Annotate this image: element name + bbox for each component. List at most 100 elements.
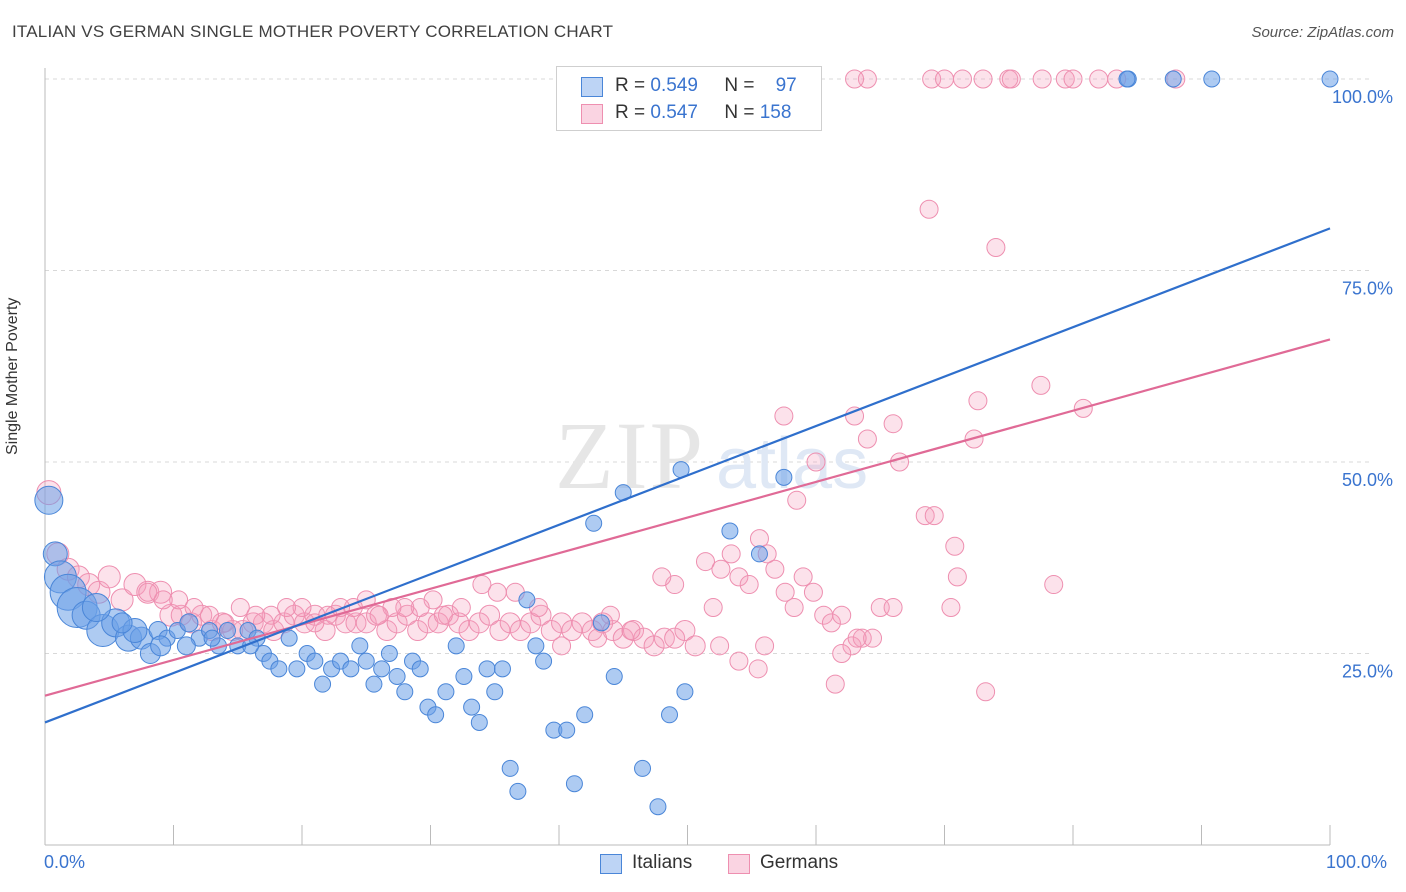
italians-point-80 <box>1118 70 1136 88</box>
germans-r-value: 0.547 <box>650 102 698 123</box>
germans-point-134 <box>246 605 266 625</box>
germans-point-98 <box>1031 375 1051 395</box>
italians-point-44 <box>437 683 455 701</box>
italians-trendline <box>44 227 1331 724</box>
italians-point-67 <box>661 706 679 724</box>
germans-point-72 <box>775 582 795 602</box>
germans-point-101 <box>976 682 996 702</box>
italians-point-28 <box>306 652 324 670</box>
germans-point-83 <box>883 598 903 618</box>
italians-point-65 <box>634 759 652 777</box>
germans-point-40 <box>458 620 480 642</box>
germans-point-65 <box>711 559 731 579</box>
italians-point-18 <box>218 622 236 640</box>
y-tick-label-0: 25.0% <box>1342 662 1393 682</box>
italians-point-86 <box>150 635 172 657</box>
germans-point-64 <box>703 598 723 618</box>
italians-r-label: R = <box>615 75 646 96</box>
italians-point-81 <box>1203 70 1221 88</box>
germans-point-113 <box>588 628 608 648</box>
italians-point-55 <box>527 637 545 655</box>
germans-point-58 <box>643 635 665 657</box>
germans-point-120 <box>433 605 453 625</box>
italians-point-36 <box>373 660 391 678</box>
germans-point-104 <box>832 644 852 663</box>
italians-point-79 <box>1164 70 1182 88</box>
germans-point-147 <box>952 69 972 89</box>
italians-point-41 <box>411 660 429 678</box>
italians-point-32 <box>342 660 360 678</box>
germans-point-108 <box>748 659 768 679</box>
italians-point-46 <box>455 667 473 685</box>
italians-point-87 <box>176 636 196 656</box>
italians-point-63 <box>605 667 623 685</box>
italians-point-61 <box>585 514 603 532</box>
germans-point-23 <box>283 604 305 626</box>
correlation-legend: R = 0.549 N = 97 R = 0.547 N = 158 <box>556 66 822 131</box>
germans-point-107 <box>729 651 749 671</box>
italians-point-88 <box>203 629 221 647</box>
germans-point-141 <box>138 582 158 602</box>
italians-point-84 <box>111 612 133 634</box>
germans-point-60 <box>664 627 686 649</box>
germans-point-6 <box>97 565 121 589</box>
italians-point-69 <box>676 683 694 701</box>
italians-point-34 <box>357 652 375 670</box>
germans-point-103 <box>847 628 867 648</box>
germans-point-57 <box>633 627 655 649</box>
germans-point-44 <box>499 612 521 634</box>
germans-point-140 <box>153 590 173 610</box>
germans-point-71 <box>765 559 785 579</box>
germans-point-143 <box>986 238 1006 258</box>
germans-point-78 <box>832 605 852 625</box>
italians-point-56 <box>535 652 553 670</box>
germans-point-51 <box>571 612 593 634</box>
italians-legend-swatch <box>600 854 622 874</box>
germans-point-89 <box>883 414 903 434</box>
italians-point-72 <box>775 468 793 486</box>
germans-point-117 <box>487 582 507 602</box>
germans-r-label: R = <box>615 102 646 123</box>
italians-point-66 <box>649 798 667 816</box>
italians-point-71 <box>750 545 768 563</box>
italians-point-39 <box>396 683 414 701</box>
germans-swatch <box>581 104 603 124</box>
italians-point-0 <box>34 485 64 515</box>
germans-point-88 <box>857 429 877 449</box>
germans-point-97 <box>968 391 988 411</box>
germans-point-47 <box>530 604 552 626</box>
germans-point-43 <box>489 620 511 642</box>
germans-point-38 <box>437 604 459 626</box>
italians-point-35 <box>365 675 383 693</box>
germans-point-125 <box>369 605 389 625</box>
germans-points <box>36 69 1186 702</box>
germans-legend-label: Germans <box>760 852 839 873</box>
germans-point-73 <box>784 598 804 618</box>
watermark-atlas: atlas <box>716 424 868 504</box>
trendlines <box>44 227 1331 724</box>
italians-legend-label: Italians <box>632 852 693 873</box>
germans-point-41 <box>468 612 490 634</box>
germans-point-35 <box>407 620 429 642</box>
germans-point-48 <box>540 620 562 642</box>
germans-point-157 <box>845 69 865 89</box>
germans-point-122 <box>410 598 430 618</box>
italians-n-label: N = <box>724 75 755 96</box>
germans-point-105 <box>755 636 775 656</box>
source-label: Source: ZipAtlas.com <box>1251 24 1394 41</box>
germans-point-135 <box>230 598 250 618</box>
germans-point-119 <box>451 598 471 618</box>
germans-point-68 <box>739 575 759 595</box>
italians-point-54 <box>518 591 536 609</box>
germans-point-146 <box>935 69 954 89</box>
y-tick-label-2: 75.0% <box>1342 279 1393 299</box>
italians-point-70 <box>721 522 739 540</box>
italians-point-33 <box>351 637 369 655</box>
italians-r-value: 0.549 <box>650 75 698 96</box>
germans-point-66 <box>721 544 741 564</box>
italians-point-38 <box>388 667 406 685</box>
germans-point-139 <box>169 590 189 610</box>
germans-point-111 <box>621 621 641 641</box>
y-tick-labels: 25.0% 50.0% 75.0% 100.0% <box>1332 87 1393 682</box>
